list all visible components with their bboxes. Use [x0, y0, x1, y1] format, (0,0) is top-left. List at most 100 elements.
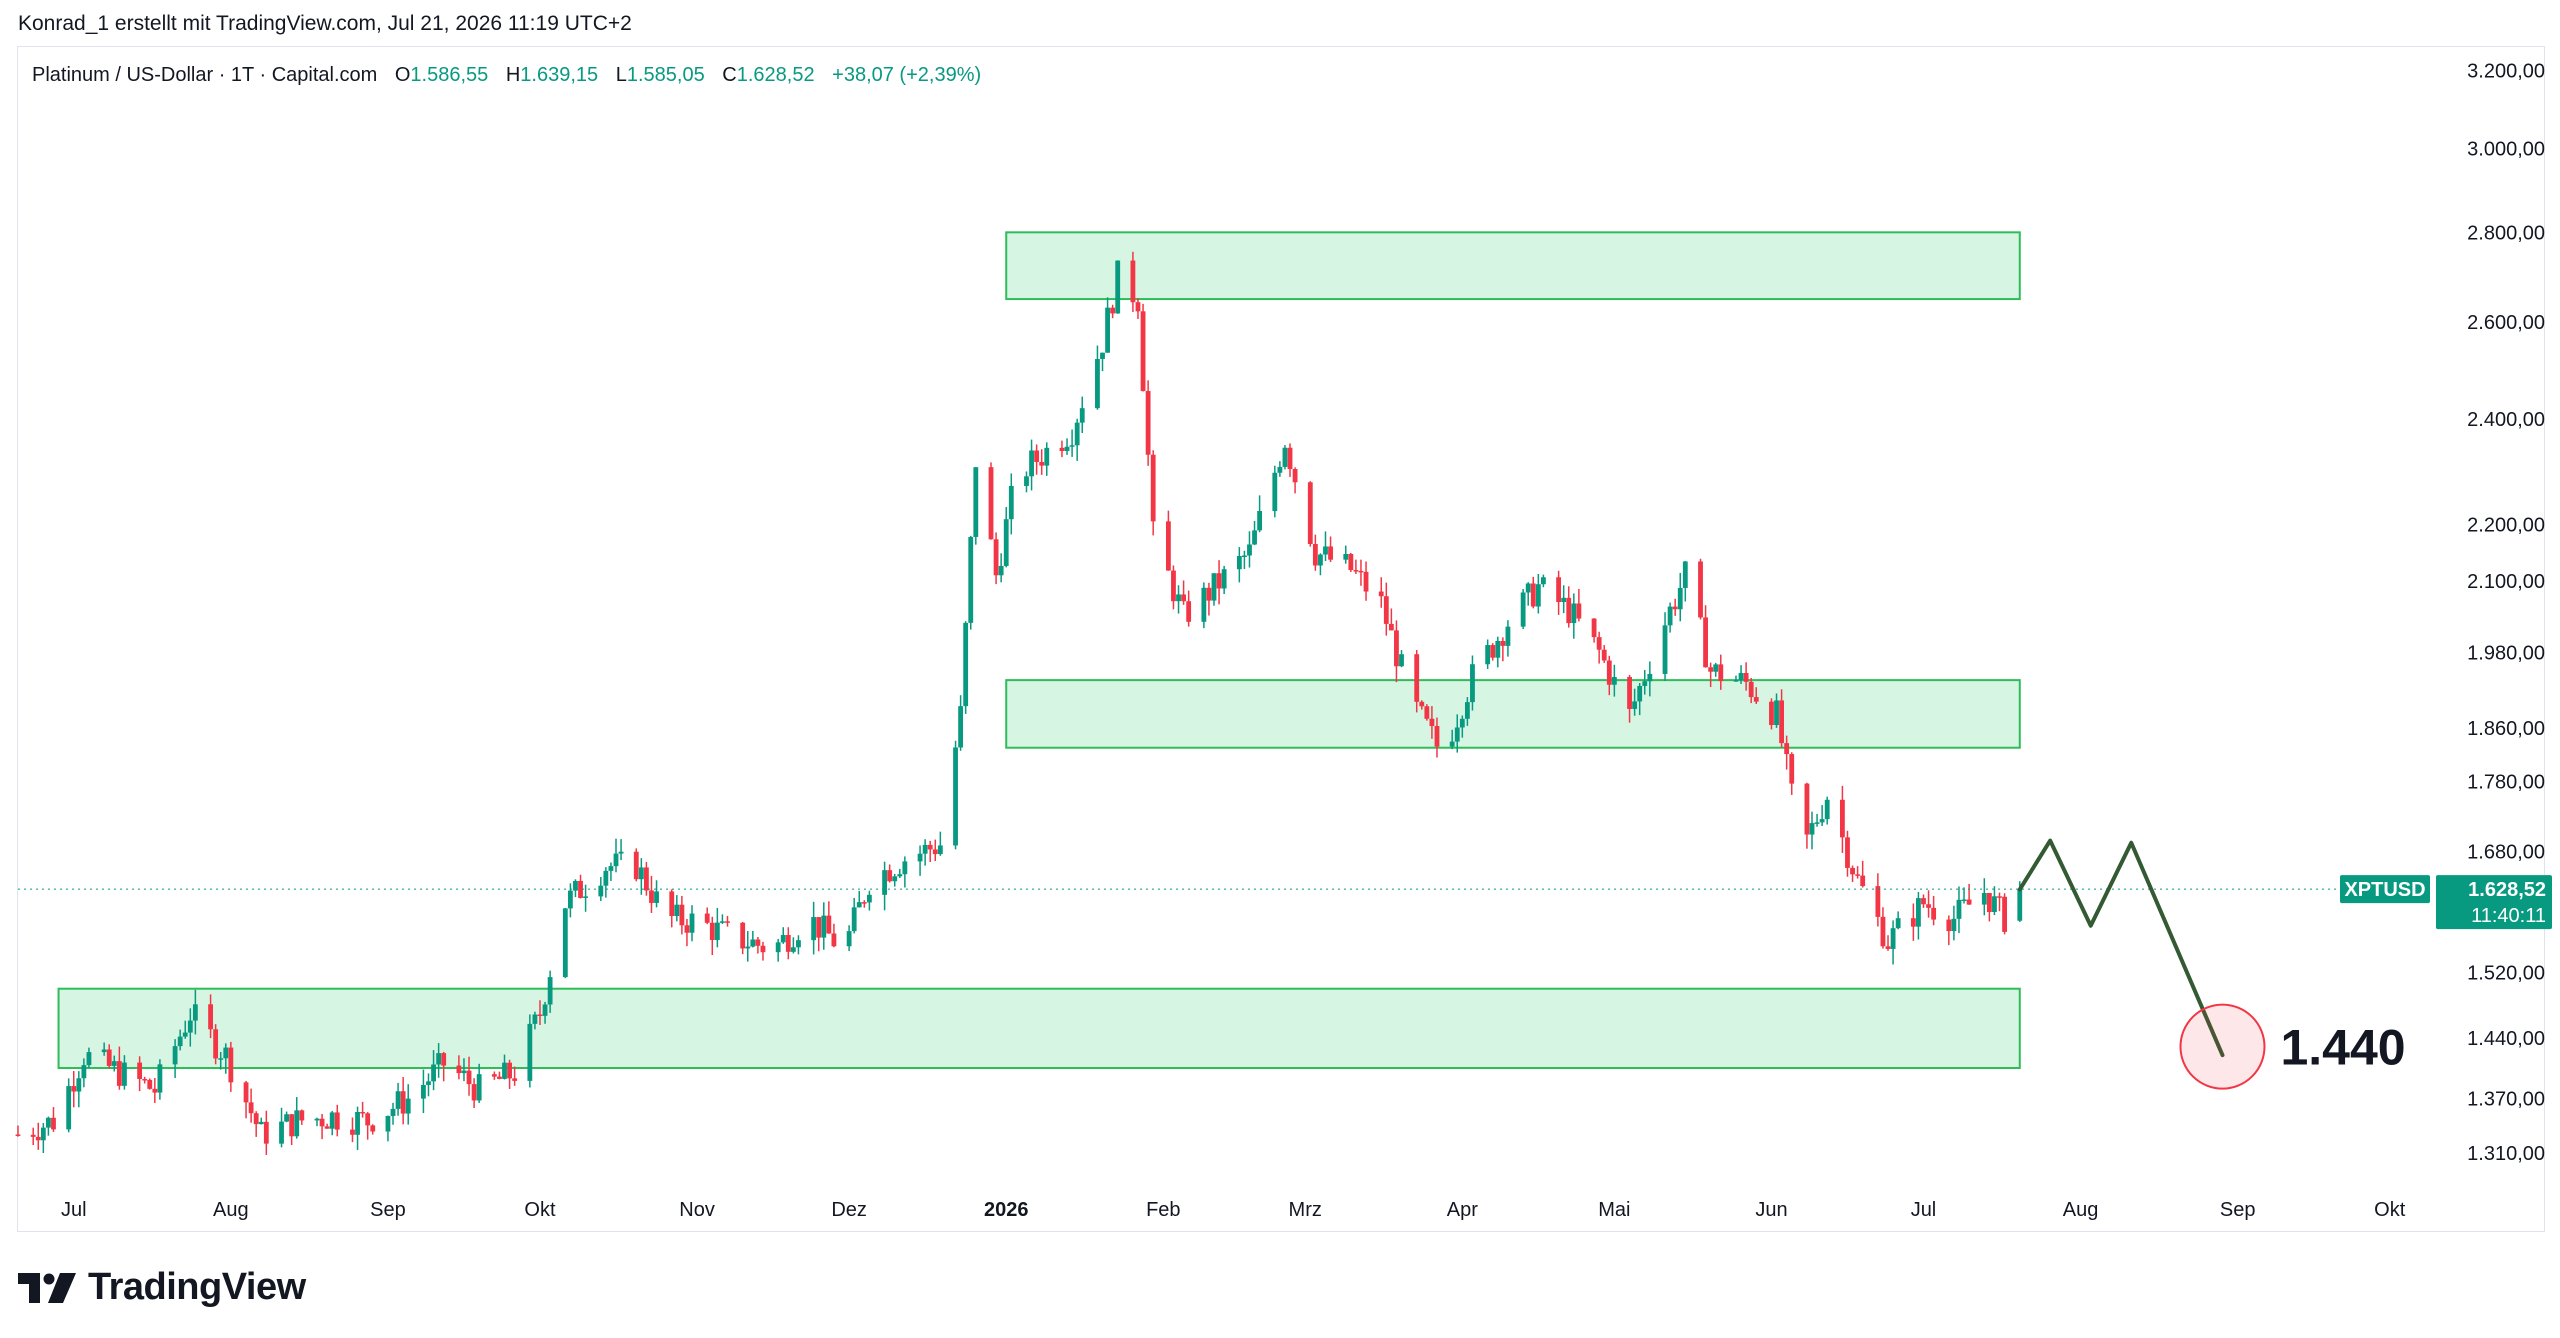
candle-up [1064, 446, 1070, 451]
symbol-title[interactable]: Platinum / US-Dollar · 1T · Capital.com [32, 64, 378, 86]
change-value: +38,07 (+2,39%) [832, 64, 982, 86]
tradingview-logo[interactable]: TradingView [18, 1266, 306, 1309]
price-axis-tick-label: 1.520,00 [2467, 963, 2545, 985]
price-axis-tick-label: 2.200,00 [2467, 515, 2545, 537]
candle-up [187, 1020, 193, 1033]
time-axis[interactable]: Jul Aug Sep Okt Nov Dez 2026 Feb Mrz Apr Mai Jun Jul… [61, 1199, 2406, 1221]
candle-down [831, 933, 837, 947]
zone-layer [57, 231, 2021, 1069]
candle-down [1206, 587, 1212, 601]
candle-up [973, 467, 979, 537]
candle-up [821, 915, 827, 938]
candle-down [1556, 577, 1562, 603]
time-axis-tick-label: Jun [1755, 1199, 1787, 1221]
candle-down [1500, 641, 1506, 646]
candle-up [922, 844, 928, 854]
candle-down [1216, 573, 1222, 589]
candle-down [51, 1117, 56, 1130]
close-label: C [722, 64, 737, 86]
candle-up [1459, 718, 1465, 728]
candle-up [720, 921, 725, 923]
candle-down [1378, 591, 1384, 597]
candle-up [547, 977, 553, 1005]
candle-down [350, 1129, 355, 1135]
tradingview-wordmark: TradingView [88, 1266, 306, 1308]
candle-down [988, 467, 994, 540]
candle-down [1997, 896, 2002, 898]
last-price-tag-value: 1.628,52 [2468, 879, 2546, 901]
candle-up [390, 1108, 396, 1117]
candle-up [638, 867, 644, 880]
candle-down [704, 913, 710, 923]
candle-down [512, 1078, 518, 1081]
candle-down [1784, 743, 1790, 755]
candle-down [649, 890, 654, 903]
candle-down [1292, 469, 1298, 483]
candle-up [192, 1004, 198, 1021]
candle-up [1105, 307, 1110, 353]
price-axis-tick-label: 1.370,00 [2467, 1089, 2545, 1111]
candle-up [1774, 700, 1779, 726]
candle-down [887, 870, 893, 882]
candle-down [71, 1086, 77, 1092]
candle-up [111, 1061, 117, 1066]
candle-up [1241, 555, 1247, 557]
candle-up [1992, 896, 1997, 913]
price-axis-tick-label: 3.000,00 [2467, 139, 2545, 161]
open-value: 1.586,55 [410, 64, 489, 86]
candle-up [1505, 626, 1511, 646]
candle-down [816, 917, 822, 938]
candle-down [1769, 701, 1774, 726]
candle-up [998, 565, 1004, 576]
candle-up [421, 1084, 426, 1099]
zone-rectangle [57, 987, 2021, 1069]
candle-down [1839, 799, 1845, 838]
candle-up [1008, 485, 1014, 520]
candle-down [1287, 447, 1293, 470]
tradingview-logo-icon [18, 1272, 76, 1303]
price-axis[interactable]: 1.310,00 1.370,00 1.440,00 1.520,00 1.680,00… [2467, 61, 2545, 1165]
candle-up [1981, 893, 1987, 905]
candle-down [760, 945, 766, 953]
candle-up [674, 904, 680, 917]
candle-down [1921, 898, 1926, 905]
candle-up [1682, 561, 1688, 588]
candle-down [1845, 837, 1850, 868]
candle-down [1130, 260, 1136, 303]
price-axis-tick-label: 2.100,00 [2467, 571, 2545, 593]
candle-down [248, 1102, 254, 1114]
candle-down [1363, 571, 1369, 592]
candle-up [1642, 681, 1648, 686]
candle-up [1069, 445, 1075, 447]
candle-up [780, 935, 786, 943]
time-axis-tick-label: Mrz [1289, 1199, 1322, 1221]
candle-down [684, 925, 690, 933]
candle-up [892, 876, 898, 882]
candle-up [532, 1014, 538, 1024]
time-axis-tick-label: Feb [1146, 1199, 1180, 1221]
candle-up [1277, 466, 1283, 473]
bar-countdown: 11:40:11 [2471, 905, 2546, 927]
time-axis-tick-label: Aug [213, 1199, 249, 1221]
candle-up [750, 939, 756, 947]
candle-up [866, 894, 872, 903]
candle-up [1677, 587, 1683, 610]
candle-up [963, 622, 969, 707]
candle-up [461, 1070, 467, 1074]
candle-up [1095, 358, 1100, 409]
candle-up [856, 902, 862, 908]
candle-down [1966, 899, 1972, 905]
candle-up [1824, 799, 1830, 820]
candle-up [1343, 553, 1349, 560]
price-axis-tick-label: 1.780,00 [2467, 771, 2545, 793]
candle-down [456, 1065, 462, 1074]
candle-up [40, 1127, 46, 1141]
open-label: O [394, 64, 411, 86]
candle-up [76, 1078, 82, 1092]
candle-down [35, 1136, 41, 1141]
candle-up [1236, 555, 1242, 570]
candle-up [1211, 573, 1217, 601]
candle-down [1348, 553, 1354, 571]
time-axis-tick-label: Apr [1447, 1199, 1478, 1221]
